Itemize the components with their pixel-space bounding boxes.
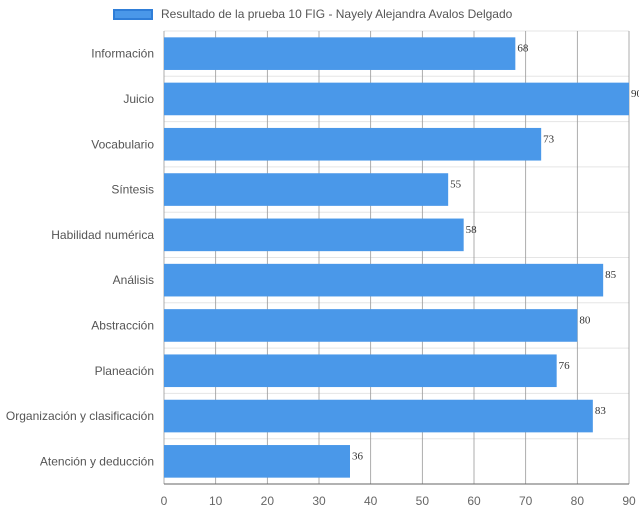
y-tick-label: Planeación bbox=[95, 364, 154, 378]
bar bbox=[164, 127, 542, 161]
bar bbox=[164, 445, 350, 478]
data-label: 73 bbox=[543, 133, 555, 145]
data-label: 55 bbox=[450, 179, 462, 191]
data-label: 83 bbox=[595, 405, 607, 417]
x-tick-label: 10 bbox=[209, 494, 223, 508]
x-tick-label: 30 bbox=[312, 494, 326, 508]
bar bbox=[164, 82, 629, 116]
y-tick-label: Información bbox=[91, 47, 154, 61]
data-label: 68 bbox=[517, 43, 529, 55]
x-tick-label: 50 bbox=[416, 494, 430, 508]
y-tick-label: Atención y deducción bbox=[40, 454, 154, 468]
y-tick-label: Juicio bbox=[123, 92, 154, 106]
data-label: 36 bbox=[352, 450, 364, 462]
x-tick-label: 90 bbox=[622, 494, 636, 508]
y-tick-label: Abstracción bbox=[91, 318, 154, 332]
x-tick-label: 20 bbox=[261, 494, 275, 508]
y-tick-label: Vocabulario bbox=[91, 137, 154, 151]
y-tick-label: Síntesis bbox=[111, 183, 154, 197]
bar bbox=[164, 218, 464, 252]
bar bbox=[164, 309, 578, 342]
data-label: 76 bbox=[559, 360, 571, 372]
bar bbox=[164, 354, 557, 388]
bar bbox=[164, 399, 593, 433]
x-tick-label: 60 bbox=[467, 494, 481, 508]
y-tick-label: Organización y clasificación bbox=[6, 409, 154, 423]
bar bbox=[164, 37, 516, 70]
x-tick-label: 40 bbox=[364, 494, 378, 508]
data-label: 90 bbox=[631, 88, 639, 100]
data-label: 80 bbox=[579, 314, 591, 326]
legend-label: Resultado de la prueba 10 FIG - Nayely A… bbox=[161, 7, 513, 21]
x-tick-label: 80 bbox=[571, 494, 585, 508]
legend[interactable]: Resultado de la prueba 10 FIG - Nayely A… bbox=[113, 6, 512, 22]
data-label: 85 bbox=[605, 269, 617, 281]
y-tick-label: Análisis bbox=[113, 273, 154, 287]
legend-swatch bbox=[113, 8, 153, 20]
y-tick-label: Habilidad numérica bbox=[51, 228, 154, 242]
data-label: 58 bbox=[466, 224, 478, 236]
bar bbox=[164, 263, 604, 297]
x-tick-label: 70 bbox=[519, 494, 533, 508]
bar bbox=[164, 173, 449, 206]
x-tick-label: 0 bbox=[161, 494, 168, 508]
